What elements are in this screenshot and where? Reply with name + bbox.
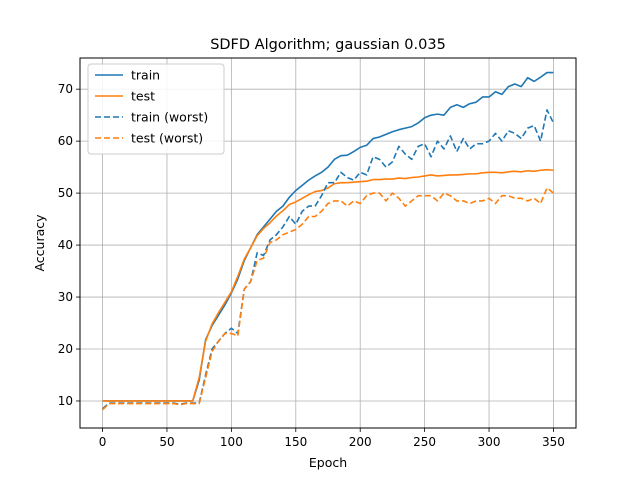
y-tick-label: 40 [58,238,73,252]
series-lines [101,71,555,411]
y-tick-label: 70 [58,82,73,96]
series-line-train-worst [102,109,555,410]
legend-label: test [131,89,155,104]
legend: train test train (worst) test (worst) [87,63,225,155]
x-axis-label: Epoch [309,455,347,470]
y-tick-label: 20 [58,342,73,356]
x-tick-label: 100 [220,435,243,449]
x-tick-label: 250 [413,435,436,449]
legend-label: train [131,68,160,83]
series-line-test-worst [101,187,554,411]
x-tick-label: 0 [99,435,107,449]
axis-ticks: 0 50 100 150 200 250 300 350 10 20 30 40 50 60 70 [58,82,565,449]
series-line-test [102,168,554,402]
chart-title: SDFD Algorithm; gaussian 0.035 [210,37,446,53]
grid-lines [80,58,576,428]
y-tick-label: 60 [58,134,73,148]
x-tick-label: 300 [478,435,501,449]
x-tick-label: 150 [284,435,307,449]
y-tick-label: 50 [58,186,73,200]
y-axis-label: Accuracy [32,214,47,272]
x-tick-label: 200 [349,435,372,449]
plot-frame [79,57,577,429]
legend-box [87,63,225,155]
y-tick-label: 10 [58,394,73,408]
x-tick-label: 50 [159,435,174,449]
y-tick-label: 30 [58,290,73,304]
x-tick-label: 350 [542,435,565,449]
legend-label: test (worst) [131,131,203,146]
legend-label: train (worst) [131,110,208,125]
